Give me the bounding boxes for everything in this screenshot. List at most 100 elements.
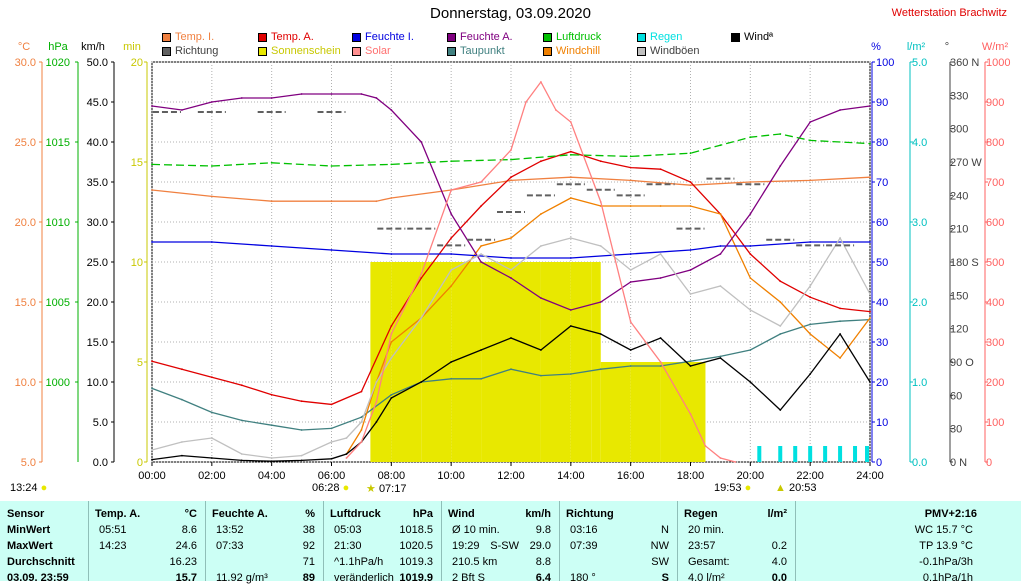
sunshine-bar bbox=[511, 262, 541, 462]
rain-axis-label: 5.0 bbox=[912, 57, 927, 69]
stats-cell: 13:52 bbox=[216, 524, 244, 536]
windchill-point bbox=[779, 301, 782, 303]
stats-cell: 19:29 bbox=[452, 540, 480, 552]
humidity-axis-label: 90 bbox=[876, 97, 888, 109]
stats-temp-header: Temp. A. bbox=[95, 508, 141, 520]
stats-cell: 23:57 bbox=[688, 540, 716, 552]
humidity-axis-label: 10 bbox=[876, 417, 888, 429]
legend-item: Windchill bbox=[543, 45, 600, 57]
stats-cell: 210.5 km bbox=[452, 556, 498, 568]
stats-cell: WC 15.7 °C bbox=[914, 524, 973, 536]
pressure-axis-unit: hPa bbox=[48, 41, 68, 53]
temp-a-point bbox=[599, 160, 602, 163]
solar-point bbox=[689, 413, 692, 415]
solar-point bbox=[704, 445, 707, 447]
feuchte-a-point bbox=[809, 121, 812, 123]
humidity-axis-label: 40 bbox=[876, 297, 888, 309]
luftdruck-point bbox=[779, 133, 782, 135]
rain-bar bbox=[865, 446, 870, 462]
stats-cell: 15.7 bbox=[175, 572, 197, 584]
legend-label: Windª bbox=[744, 31, 774, 43]
wind-point bbox=[420, 381, 423, 383]
feuchte-i-point bbox=[869, 241, 871, 243]
direction-axis-label: 120 bbox=[950, 324, 968, 336]
wind-axis-label: 15.0 bbox=[87, 337, 108, 349]
moon-time: ▲ 20:53 bbox=[775, 482, 816, 494]
feuchte-a-point bbox=[181, 109, 183, 111]
temp-a-point bbox=[869, 310, 871, 313]
windchill-point bbox=[480, 245, 482, 247]
feuchte-a-point bbox=[540, 297, 542, 299]
solar-axis-label: 1000 bbox=[986, 57, 1010, 69]
feuchte-a-point bbox=[719, 253, 722, 255]
feuchte-a-point bbox=[360, 93, 363, 95]
temp-a-point bbox=[390, 325, 393, 327]
windb-en-point bbox=[330, 441, 333, 443]
solar-axis-label: 0 bbox=[986, 457, 992, 469]
windb-en-point bbox=[480, 253, 482, 255]
luftdruck-point bbox=[689, 152, 692, 155]
wind-axis-label: 0.0 bbox=[93, 457, 108, 469]
wind-point bbox=[689, 365, 692, 367]
windb-en-point bbox=[749, 309, 752, 311]
humidity-axis-unit: % bbox=[871, 41, 881, 53]
wind-point bbox=[390, 397, 393, 399]
legend-item: Windª bbox=[731, 31, 773, 43]
luftdruck-point bbox=[151, 163, 153, 166]
legend-label: Temp. A. bbox=[271, 31, 314, 43]
stats-cell: S-SW bbox=[490, 540, 519, 552]
windchill-line bbox=[345, 197, 871, 455]
temp-i-point bbox=[210, 195, 213, 198]
taupunkt-point bbox=[300, 429, 303, 431]
solar-axis-label: 400 bbox=[986, 297, 1004, 309]
windb-en-point bbox=[181, 441, 183, 443]
stats-cell: 0.1hPa/1h bbox=[922, 572, 973, 584]
legend-label: Richtung bbox=[175, 45, 219, 57]
time-tick-label: 04:00 bbox=[258, 470, 286, 482]
luftdruck-point bbox=[390, 163, 393, 166]
feuchte-a-point bbox=[210, 101, 213, 103]
time-tick-label: 22:00 bbox=[796, 470, 824, 482]
solar-point bbox=[599, 201, 602, 203]
time-tick-label: 20:00 bbox=[737, 470, 765, 482]
sunshine-bar bbox=[451, 262, 482, 462]
wind-point bbox=[480, 349, 482, 351]
sunshine-bar bbox=[540, 262, 571, 462]
windb-en-point bbox=[599, 245, 602, 247]
legend-swatch bbox=[543, 46, 552, 56]
legend-swatch bbox=[162, 32, 171, 42]
taupunkt-point bbox=[330, 427, 333, 430]
temp-a-point bbox=[360, 390, 363, 393]
taupunkt-point bbox=[629, 365, 632, 367]
wind-axis-label: 35.0 bbox=[87, 177, 108, 189]
feuchte-a-point bbox=[330, 93, 333, 95]
stats-wind-unit: km/h bbox=[525, 508, 551, 520]
windchill-point bbox=[659, 205, 662, 207]
stats-rain-header: Regen bbox=[684, 508, 718, 520]
stats-humidity-header: Feuchte A. bbox=[212, 508, 268, 520]
taupunkt-point bbox=[569, 373, 572, 375]
time-tick-label: 18:00 bbox=[677, 470, 705, 482]
solar-axis-label: 200 bbox=[986, 377, 1004, 389]
windchill-point bbox=[510, 237, 512, 239]
solar-point bbox=[540, 81, 542, 83]
stats-cell: 6.4 bbox=[535, 572, 551, 584]
feuchte-i-line bbox=[152, 241, 870, 259]
stats-col-pressure: Luftdruck hPa 05:03 1018.5 21:30 1020.5 ^1.… bbox=[324, 501, 442, 584]
direction-axis-label: 60 bbox=[950, 390, 962, 402]
pressure-axis-label: 1010 bbox=[46, 217, 70, 229]
solar-point bbox=[719, 457, 722, 459]
solar-axis-label: 700 bbox=[986, 177, 1004, 189]
sunset-time: 19:53 ● bbox=[714, 482, 751, 494]
taupunkt-point bbox=[240, 419, 243, 422]
stats-rain-unit: l/m² bbox=[767, 508, 787, 520]
legend-swatch bbox=[543, 32, 552, 42]
feuchte-a-point bbox=[270, 97, 273, 99]
legend-item: Feuchte I. bbox=[352, 31, 414, 43]
taupunkt-point bbox=[151, 387, 153, 390]
solar-point bbox=[345, 457, 348, 459]
taupunkt-point bbox=[480, 377, 482, 380]
wind-axis-unit: km/h bbox=[81, 41, 105, 53]
wind-point bbox=[719, 357, 722, 359]
taupunkt-point bbox=[270, 424, 273, 427]
